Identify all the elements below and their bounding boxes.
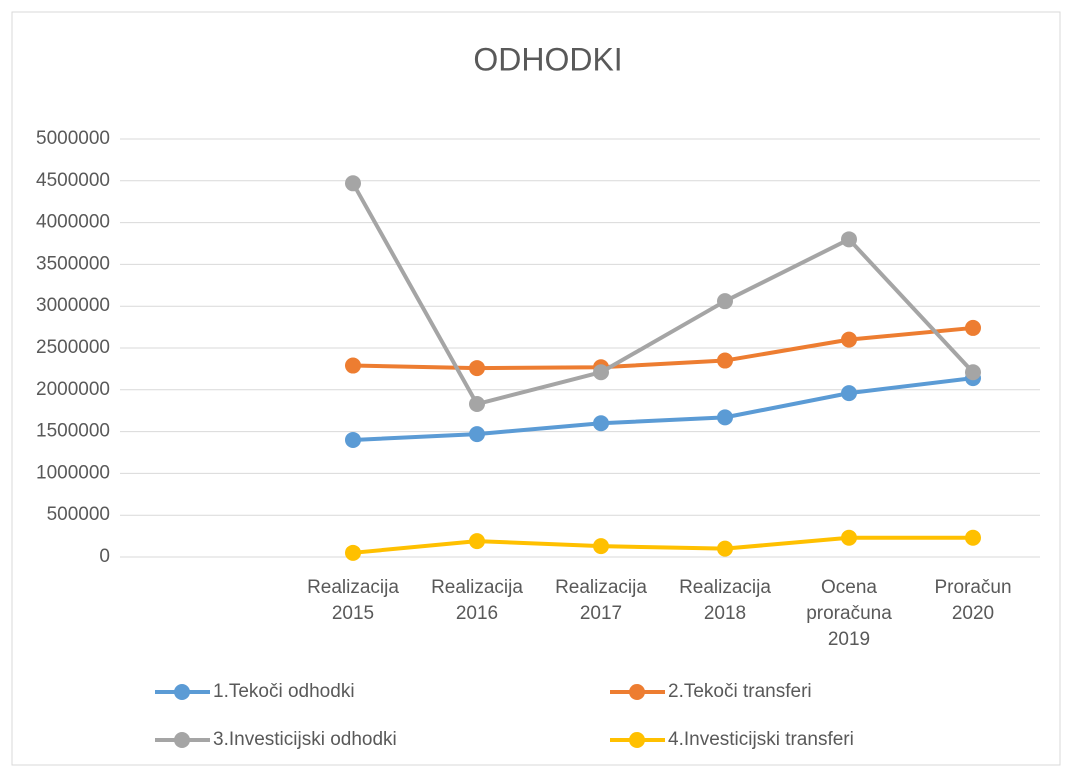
x-tick-label: Realizacija 2015 bbox=[307, 577, 399, 624]
y-tick-label: 2500000 bbox=[36, 337, 110, 358]
data-point bbox=[593, 364, 609, 381]
legend-marker bbox=[629, 732, 645, 748]
legend-marker bbox=[174, 732, 190, 748]
y-tick-label: 3000000 bbox=[36, 295, 110, 316]
data-point bbox=[345, 175, 361, 192]
y-tick-label: 1000000 bbox=[36, 462, 110, 483]
legend-label: 1.Tekoči odhodki bbox=[213, 681, 355, 702]
data-point bbox=[841, 529, 857, 546]
y-tick-label: 1500000 bbox=[36, 421, 110, 442]
legend-marker bbox=[629, 684, 645, 700]
y-tick-label: 0 bbox=[99, 546, 110, 567]
legend-label: 3.Investicijski odhodki bbox=[213, 729, 397, 750]
data-point bbox=[841, 385, 857, 402]
data-point bbox=[593, 415, 609, 432]
y-tick-label: 5000000 bbox=[36, 128, 110, 149]
x-tick-label: Proračun 2020 bbox=[934, 577, 1012, 624]
legend-label: 4.Investicijski transferi bbox=[668, 729, 854, 750]
x-tick-label: Realizacija 2017 bbox=[555, 577, 647, 624]
y-tick-label: 4000000 bbox=[36, 212, 110, 233]
data-point bbox=[965, 529, 981, 546]
x-tick-label: Ocena proračuna 2019 bbox=[806, 577, 892, 650]
legend-label: 2.Tekoči transferi bbox=[668, 681, 812, 702]
data-point bbox=[469, 533, 485, 550]
data-point bbox=[717, 352, 733, 369]
legend-marker bbox=[174, 684, 190, 700]
data-point bbox=[593, 538, 609, 555]
data-point bbox=[469, 396, 485, 413]
data-point bbox=[469, 360, 485, 377]
data-point bbox=[965, 319, 981, 336]
data-point bbox=[345, 431, 361, 448]
y-tick-label: 500000 bbox=[47, 504, 110, 525]
data-point bbox=[841, 331, 857, 348]
data-point bbox=[717, 540, 733, 557]
data-point bbox=[345, 544, 361, 561]
y-tick-label: 4500000 bbox=[36, 170, 110, 191]
x-tick-label: Realizacija 2018 bbox=[679, 577, 771, 624]
data-point bbox=[965, 364, 981, 381]
data-point bbox=[717, 409, 733, 426]
series-line bbox=[352, 535, 973, 555]
y-tick-label: 2000000 bbox=[36, 379, 110, 400]
data-point bbox=[345, 357, 361, 374]
data-point bbox=[841, 231, 857, 248]
data-point bbox=[469, 426, 485, 443]
data-point bbox=[717, 293, 733, 310]
x-tick-label: Realizacija 2016 bbox=[431, 577, 523, 624]
y-tick-label: 3500000 bbox=[36, 253, 110, 274]
series-line bbox=[352, 376, 974, 442]
chart-title: ODHODKI bbox=[473, 41, 622, 77]
series-line bbox=[351, 182, 975, 407]
